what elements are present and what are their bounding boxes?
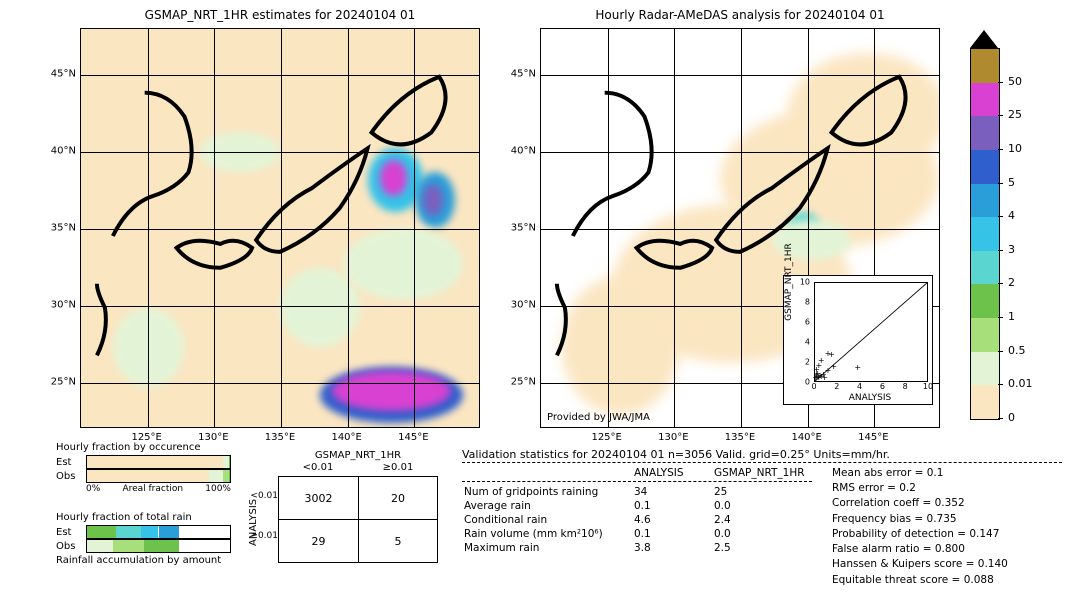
totalrain-bars: Hourly fraction of total rain EstObs Rai… — [56, 512, 231, 568]
scatter-inset: ++++++++++++++++++ 0246810 0246810 ANALY… — [783, 275, 933, 405]
ct-01: 20 — [358, 477, 437, 520]
scatter-xlabel: ANALYSIS — [814, 393, 926, 403]
ct-11: 5 — [358, 520, 437, 563]
ctable-col1: <0.01 — [278, 462, 358, 473]
right-map-title: Hourly Radar-AMeDAS analysis for 2024010… — [540, 8, 940, 22]
ctable-vlabel: ANALYSIS — [248, 499, 259, 546]
ctable-col2: ≥0.01 — [358, 462, 438, 473]
stats-block: Validation statistics for 20240104 01 n=… — [462, 448, 1062, 588]
left-map-title: GSMAP_NRT_1HR estimates for 20240104 01 — [80, 8, 480, 22]
occ-axis-right: 100% — [205, 484, 231, 494]
ctable-title: GSMAP_NRT_1HR — [278, 450, 438, 461]
right-map: ++++++++++++++++++ 0246810 0246810 ANALY… — [540, 28, 940, 428]
left-map — [80, 28, 480, 428]
totalrain-title: Hourly fraction of total rain — [56, 512, 231, 523]
contingency-table: 3002 20 29 5 — [278, 476, 438, 563]
colorbar — [970, 48, 1000, 420]
provided-label: Provided by JWA/JMA — [547, 412, 650, 423]
colorbar-over-arrow — [970, 30, 998, 48]
left-coast — [81, 29, 479, 427]
occurrence-bars: Hourly fraction by occurence EstObs 0% A… — [56, 442, 231, 494]
occ-axis-left: 0% — [86, 484, 100, 494]
stats-title: Validation statistics for 20240104 01 n=… — [462, 448, 1062, 461]
occ-axis-center: Areal fraction — [122, 484, 183, 494]
scatter-ylabel: GSMAP_NRT_1HR — [784, 232, 794, 332]
ct-10: 29 — [279, 520, 359, 563]
occurrence-title: Hourly fraction by occurence — [56, 442, 231, 453]
scatter-xticks: 0246810 — [814, 382, 928, 392]
totalrain-subtitle: Rainfall accumulation by amount — [56, 555, 231, 566]
ct-00: 3002 — [279, 477, 359, 520]
